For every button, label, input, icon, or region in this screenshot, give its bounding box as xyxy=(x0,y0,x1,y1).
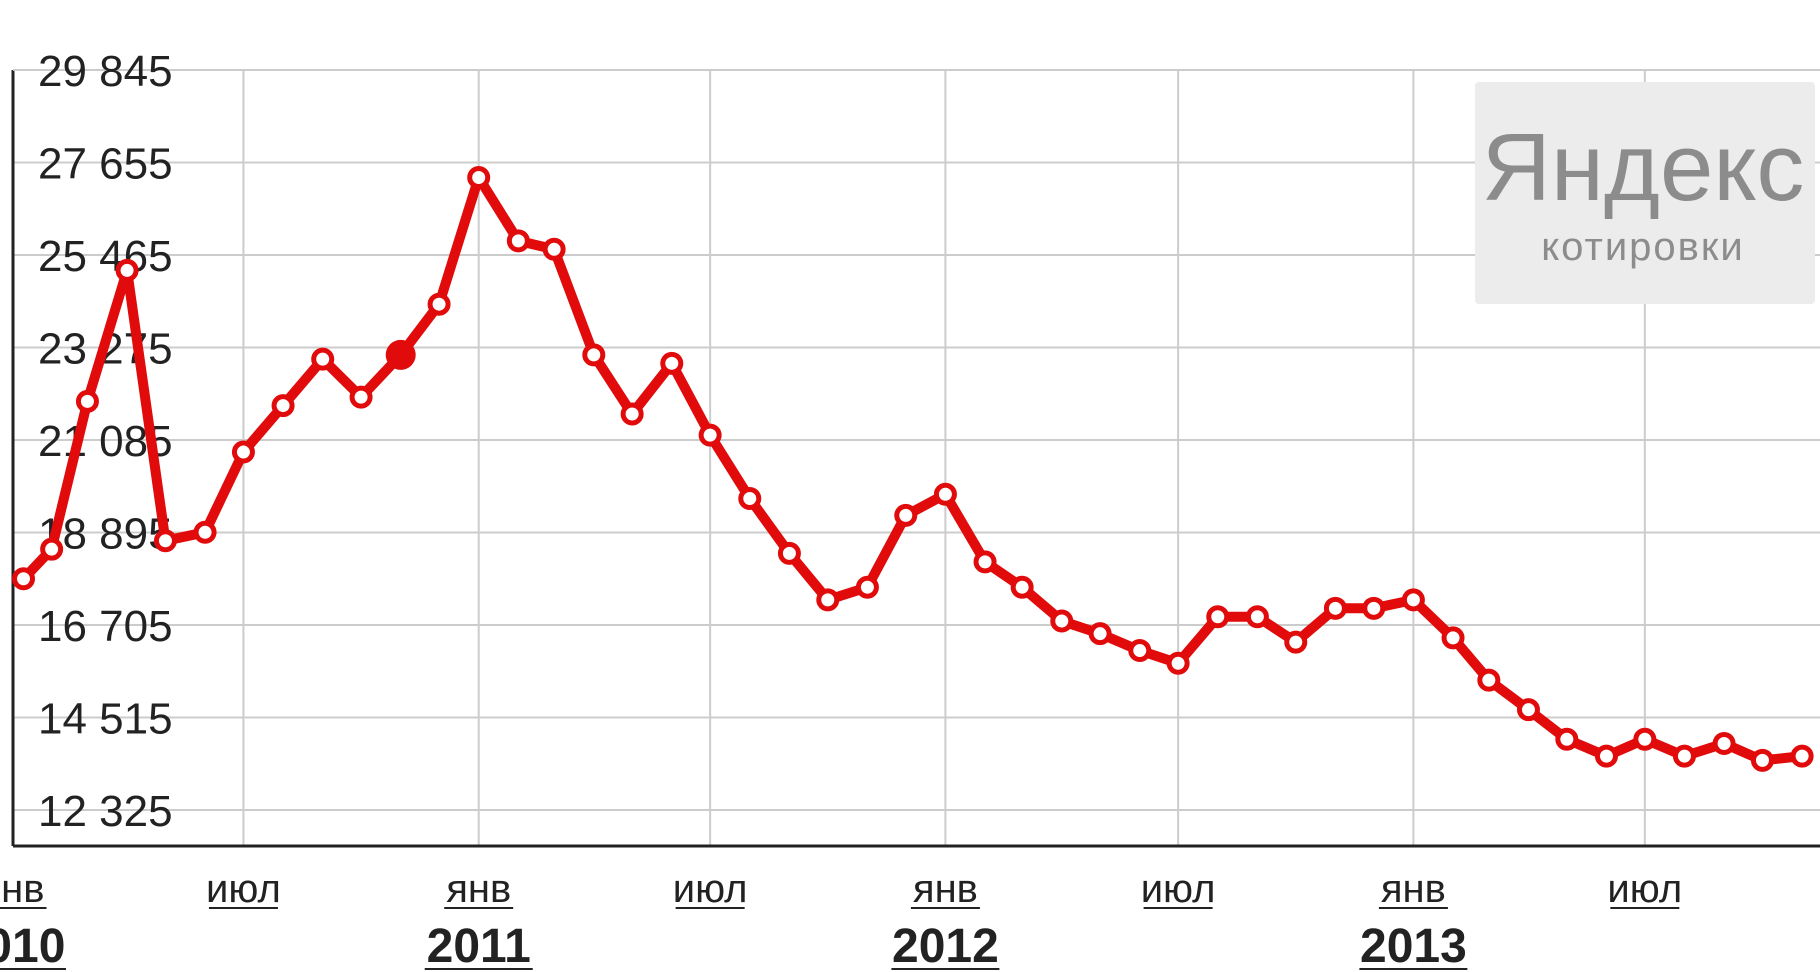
x-tick-month-label: янв xyxy=(913,867,978,911)
y-tick-label: 16 705 xyxy=(38,602,173,651)
data-point xyxy=(1088,622,1112,646)
x-tick-year-label: 2011 xyxy=(427,920,531,972)
x-axis-tick-labels: янв 2010 июл янв 2011 июл янв 2012 июл янв 2013 июл xyxy=(0,867,1682,972)
highlighted-data-point xyxy=(385,339,416,370)
data-point xyxy=(75,389,99,413)
data-point xyxy=(1245,605,1269,629)
data-point xyxy=(738,486,762,510)
y-tick-label: 14 515 xyxy=(38,695,173,744)
x-tick-month-label: июл xyxy=(206,867,281,911)
data-point xyxy=(816,588,840,612)
data-point xyxy=(271,394,295,418)
series-layer xyxy=(12,165,1814,772)
watermark-logo: Яндекс xyxy=(1482,114,1805,221)
data-point xyxy=(1441,626,1465,650)
data-point xyxy=(1323,596,1347,620)
data-point xyxy=(1712,731,1736,755)
data-point xyxy=(1401,588,1425,612)
data-point xyxy=(620,402,644,426)
data-point xyxy=(1010,575,1034,599)
data-point xyxy=(311,347,335,371)
data-point xyxy=(973,550,997,574)
data-point xyxy=(40,537,64,561)
y-tick-label: 29 845 xyxy=(38,47,173,96)
data-point xyxy=(115,258,139,282)
data-point xyxy=(193,520,217,544)
data-point xyxy=(698,423,722,447)
x-tick-year-label: 2012 xyxy=(892,920,999,972)
data-point xyxy=(427,292,451,316)
data-point xyxy=(1050,609,1074,633)
data-point xyxy=(1672,744,1696,768)
data-point xyxy=(1362,596,1386,620)
data-point xyxy=(1284,630,1308,654)
data-point xyxy=(660,351,684,375)
data-point xyxy=(12,567,36,591)
data-point xyxy=(1594,744,1618,768)
watermark-subtitle: котировки xyxy=(1541,225,1745,269)
data-point xyxy=(506,229,530,253)
data-point xyxy=(1166,651,1190,675)
x-tick-year-label: 2010 xyxy=(0,920,65,972)
x-tick-month-label: июл xyxy=(1607,867,1682,911)
data-point xyxy=(349,385,373,409)
data-point xyxy=(1516,698,1540,722)
data-point xyxy=(1128,639,1152,663)
x-tick-month-label: июл xyxy=(673,867,748,911)
x-tick-month-label: июл xyxy=(1141,867,1216,911)
data-point xyxy=(1477,668,1501,692)
yandex-watermark: Яндекс котировки xyxy=(1475,82,1815,304)
data-point xyxy=(933,482,957,506)
data-point xyxy=(777,541,801,565)
x-tick-month-label: янв xyxy=(1381,867,1446,911)
y-tick-label: 27 655 xyxy=(38,140,173,189)
data-point xyxy=(894,503,918,527)
y-tick-label: 12 325 xyxy=(38,787,173,836)
data-point xyxy=(582,343,606,367)
data-point xyxy=(467,165,491,189)
data-point xyxy=(1750,748,1774,772)
y-tick-label: 25 465 xyxy=(38,232,173,281)
watermark-box xyxy=(1475,82,1815,304)
x-tick-month-label: янв xyxy=(0,867,45,911)
x-tick-year-label: 2013 xyxy=(1360,920,1467,972)
data-point xyxy=(153,529,177,553)
x-tick-month-label: янв xyxy=(446,867,511,911)
data-point xyxy=(542,237,566,261)
data-point xyxy=(1555,727,1579,751)
data-point xyxy=(231,440,255,464)
data-point xyxy=(1206,605,1230,629)
data-point xyxy=(1633,727,1657,751)
grid-layer xyxy=(11,69,1820,848)
data-point xyxy=(1790,744,1814,768)
data-point xyxy=(855,575,879,599)
